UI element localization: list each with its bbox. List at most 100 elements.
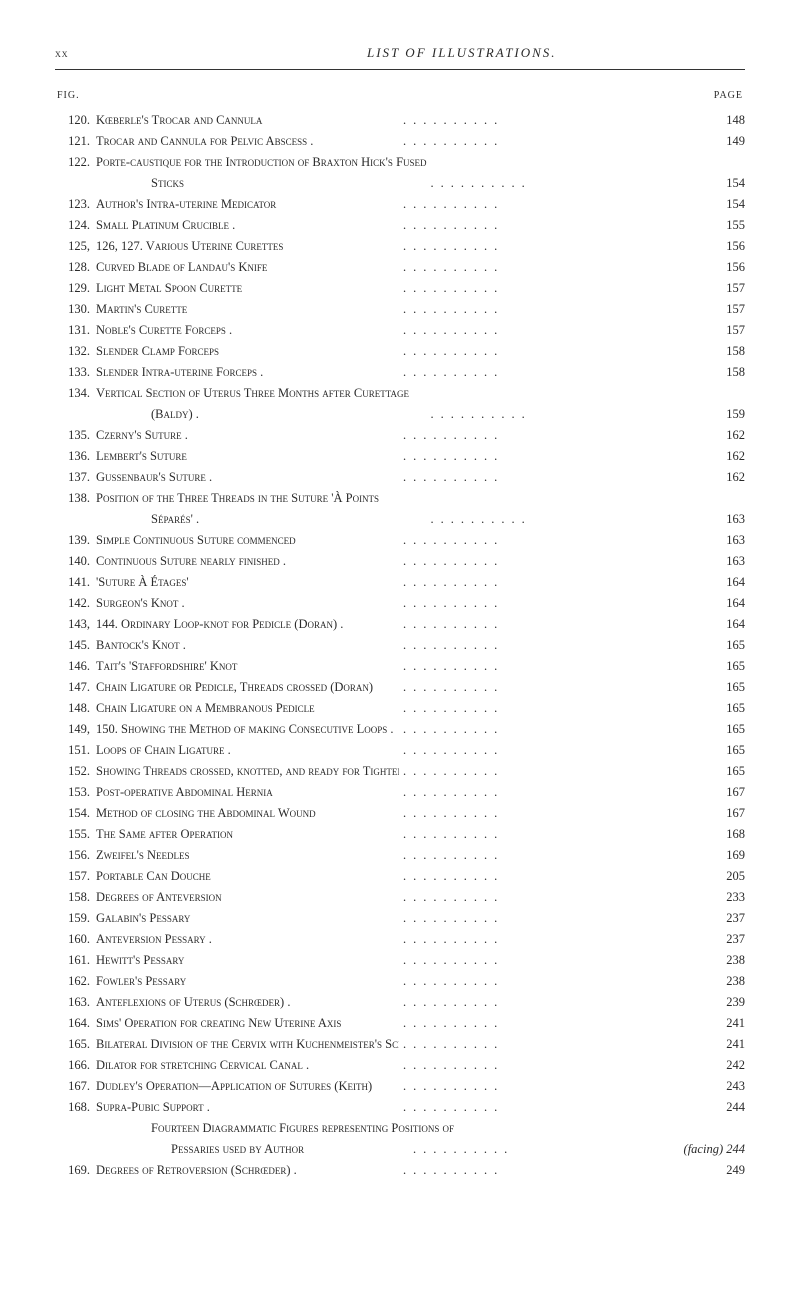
entry-text: 126, 127. Various Uterine Curettes xyxy=(96,237,399,257)
leader-dots: .......... xyxy=(431,510,707,530)
figure-number: 135. xyxy=(55,426,90,446)
leader-dots: .......... xyxy=(403,825,706,845)
list-entry: 138.Position of the Three Threads in the… xyxy=(55,489,745,509)
list-entry: Sticks..........154 xyxy=(55,174,745,194)
list-entry: 123.Author's Intra-uterine Medicator....… xyxy=(55,195,745,215)
page-number: 149 xyxy=(710,132,745,152)
page-number: 157 xyxy=(710,300,745,320)
page-number: 243 xyxy=(710,1077,745,1097)
page-number: 156 xyxy=(710,237,745,257)
entries-list: 120.Kœberle's Trocar and Cannula........… xyxy=(55,111,745,1181)
list-entry: 153.Post-operative Abdominal Hernia.....… xyxy=(55,783,745,803)
entry-text: Czerny's Suture . xyxy=(96,426,399,446)
page-number: 169 xyxy=(710,846,745,866)
figure-number: 162. xyxy=(55,972,90,992)
leader-dots: .......... xyxy=(403,342,706,362)
figure-number: 122. xyxy=(55,153,90,173)
page-number: 162 xyxy=(710,447,745,467)
figure-number: 143, xyxy=(55,615,90,635)
leader-dots: .......... xyxy=(403,594,706,614)
list-entry: 135.Czerny's Suture ...........162 xyxy=(55,426,745,446)
page-number: 233 xyxy=(710,888,745,908)
entry-text: Continuous Suture nearly finished . xyxy=(96,552,399,572)
leader-dots: .......... xyxy=(403,909,706,929)
page-number: 157 xyxy=(710,321,745,341)
leader-dots: .......... xyxy=(403,762,706,782)
leader-dots: .......... xyxy=(403,279,706,299)
page-number: 154 xyxy=(710,174,745,194)
entry-text: Method of closing the Abdominal Wound xyxy=(96,804,399,824)
figure-number: 123. xyxy=(55,195,90,215)
page-number: 238 xyxy=(710,972,745,992)
list-entry: 160.Anteversion Pessary ...........237 xyxy=(55,930,745,950)
list-entry: 122.Porte-caustique for the Introduction… xyxy=(55,153,745,173)
page-number: 163 xyxy=(710,552,745,572)
figure-number: 148. xyxy=(55,699,90,719)
list-entry: 169.Degrees of Retroversion (Schrœder) .… xyxy=(55,1161,745,1181)
entry-text: Post-operative Abdominal Hernia xyxy=(96,783,399,803)
list-entry: 152.Showing Threads crossed, knotted, an… xyxy=(55,762,745,782)
leader-dots: .......... xyxy=(403,195,706,215)
page-number: 162 xyxy=(710,426,745,446)
leader-dots: .......... xyxy=(403,1035,706,1055)
leader-dots: .......... xyxy=(403,216,706,236)
leader-dots: .......... xyxy=(403,321,706,341)
figure-number: 121. xyxy=(55,132,90,152)
entry-text: Hewitt's Pessary xyxy=(96,951,399,971)
leader-dots: .......... xyxy=(403,447,706,467)
list-entry: 146.Tait's 'Staffordshire' Knot.........… xyxy=(55,657,745,677)
list-entry: 143, 144. Ordinary Loop-knot for Pedicle … xyxy=(55,615,745,635)
figure-number: 125, xyxy=(55,237,90,257)
leader-dots: .......... xyxy=(431,405,707,425)
page-header: xx LIST OF ILLUSTRATIONS. xyxy=(55,45,745,70)
page-number: 242 xyxy=(710,1056,745,1076)
list-entry: 154. Method of closing the Abdominal Woun… xyxy=(55,804,745,824)
page-number: 165 xyxy=(710,741,745,761)
page-number: 237 xyxy=(710,930,745,950)
leader-dots: .......... xyxy=(403,930,706,950)
figure-number: 154. xyxy=(55,804,90,824)
figure-number: 128. xyxy=(55,258,90,278)
entry-text: Slender Clamp Forceps xyxy=(96,342,399,362)
list-entry: 124.Small Platinum Crucible ...........1… xyxy=(55,216,745,236)
entry-text: Anteversion Pessary . xyxy=(96,930,399,950)
entry-text: Degrees of Retroversion (Schrœder) . xyxy=(96,1161,399,1181)
list-entry: 167.Dudley's Operation—Application of Su… xyxy=(55,1077,745,1097)
leader-dots: .......... xyxy=(403,846,706,866)
list-entry: 129.Light Metal Spoon Curette..........1… xyxy=(55,279,745,299)
page-number: 165 xyxy=(710,657,745,677)
entry-text: Portable Can Douche xyxy=(96,867,399,887)
list-entry: 130.Martin's Curette..........157 xyxy=(55,300,745,320)
leader-dots: .......... xyxy=(403,657,706,677)
page-number: 156 xyxy=(710,258,745,278)
entry-text: 150. Showing the Method of making Consec… xyxy=(96,720,399,740)
entry-text: Bantock's Knot . xyxy=(96,636,399,656)
leader-dots: .......... xyxy=(403,804,706,824)
list-entry: 125,126, 127. Various Uterine Curettes..… xyxy=(55,237,745,257)
entry-text: Séparés' . xyxy=(96,510,427,530)
entry-text: Fourteen Diagrammatic Figures representi… xyxy=(96,1119,745,1139)
list-entry: 164. Sims' Operation for creating New Ute… xyxy=(55,1014,745,1034)
page-number: 164 xyxy=(710,594,745,614)
page-number: 163 xyxy=(710,531,745,551)
figure-number: 133. xyxy=(55,363,90,383)
page-number: (facing) 244 xyxy=(655,1140,745,1160)
entry-text: 144. Ordinary Loop-knot for Pedicle (Dor… xyxy=(96,615,399,635)
leader-dots: .......... xyxy=(431,174,707,194)
page-number: 238 xyxy=(710,951,745,971)
figure-number: 155. xyxy=(55,825,90,845)
list-entry: 159.Galabin's Pessary..........237 xyxy=(55,909,745,929)
figure-number: 165. xyxy=(55,1035,90,1055)
list-entry: 121.Trocar and Cannula for Pelvic Absces… xyxy=(55,132,745,152)
leader-dots: .......... xyxy=(403,951,706,971)
leader-dots: .......... xyxy=(403,1014,706,1034)
entry-text: Sims' Operation for creating New Uterine… xyxy=(96,1014,399,1034)
leader-dots: .......... xyxy=(403,1098,706,1118)
figure-number: 124. xyxy=(55,216,90,236)
page-number: 205 xyxy=(710,867,745,887)
leader-dots: .......... xyxy=(403,699,706,719)
figure-number: 164. xyxy=(55,1014,90,1034)
leader-dots: .......... xyxy=(403,741,706,761)
page-number: 165 xyxy=(710,678,745,698)
entry-text: Dudley's Operation—Application of Suture… xyxy=(96,1077,399,1097)
